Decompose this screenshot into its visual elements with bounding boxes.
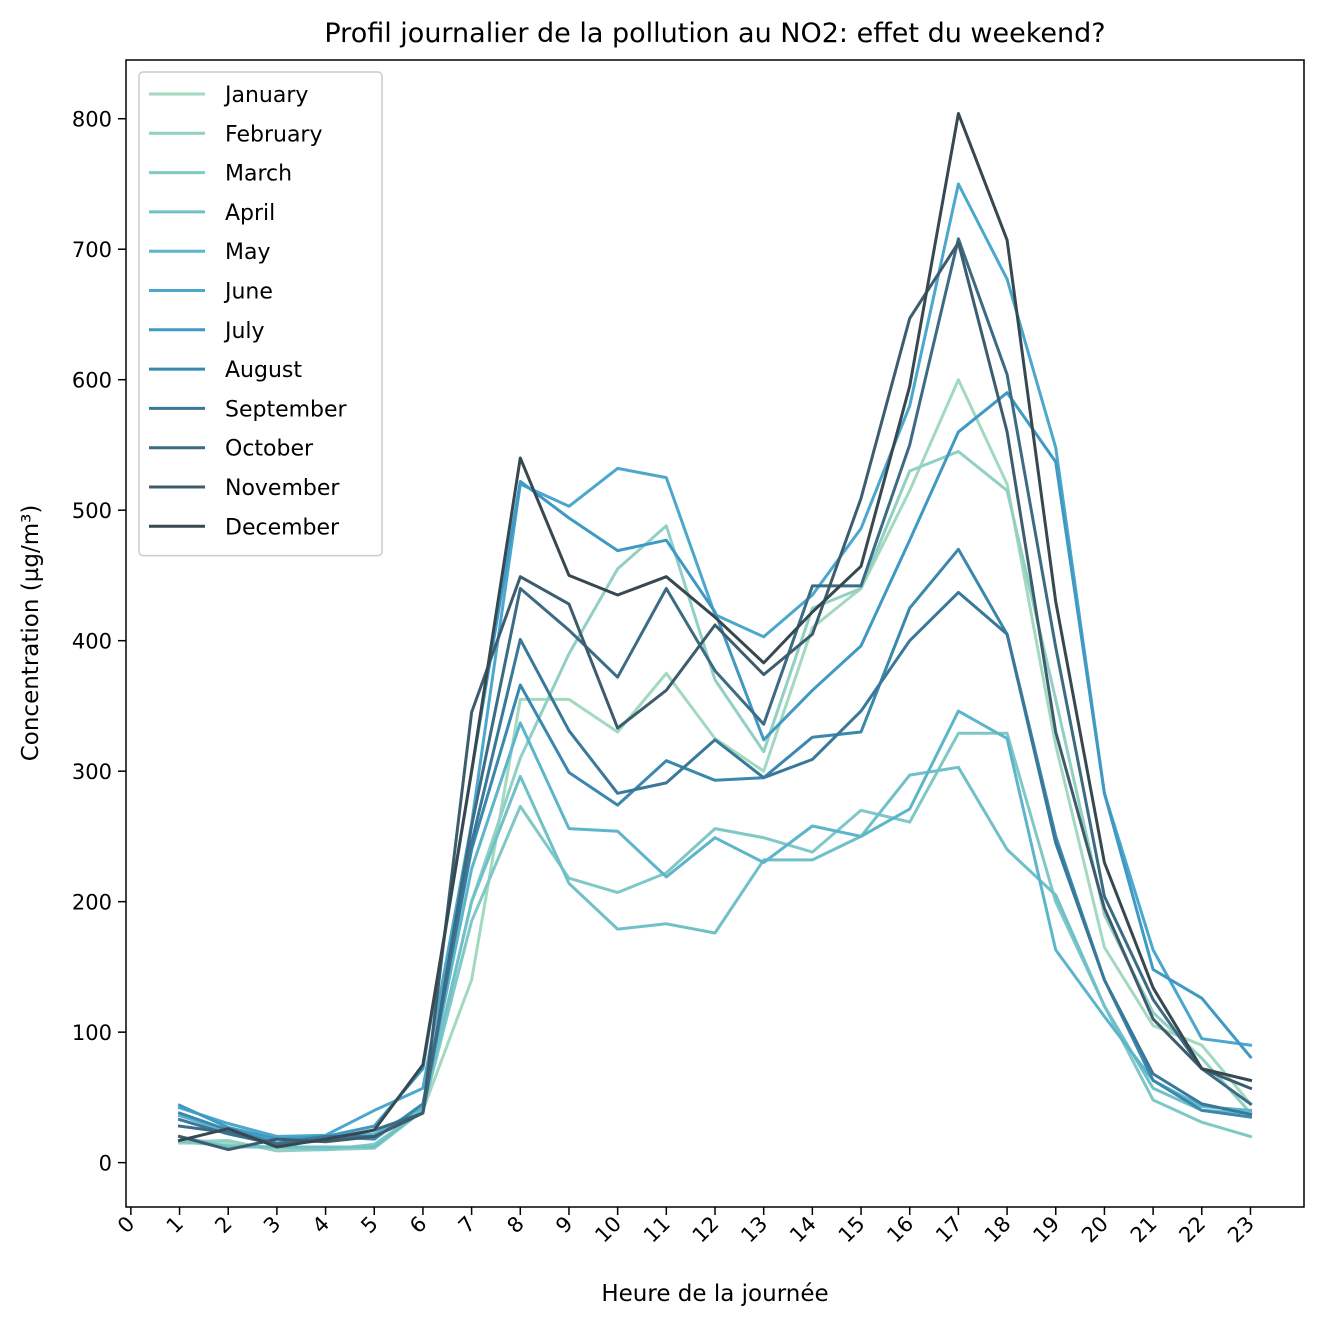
y-tick-label: 300: [72, 760, 112, 784]
y-tick-label: 600: [72, 369, 112, 393]
series-lines: [177, 112, 1253, 1153]
series-line-april: [177, 765, 1253, 1149]
x-axis-label: Heure de la journée: [601, 1281, 828, 1307]
legend-label-july: July: [223, 319, 265, 344]
legend-box: [138, 71, 383, 557]
series-line-september: [177, 590, 1253, 1146]
legend: January February March April May June July Augu…: [138, 71, 383, 557]
y-tick-label: 0: [99, 1152, 112, 1176]
series-line-july: [177, 391, 1253, 1141]
legend-label-february: February: [225, 122, 323, 147]
y-tick-label: 500: [72, 499, 112, 523]
chart-title: Profil journalier de la pollution au NO2…: [324, 18, 1105, 49]
legend-label-may: May: [225, 240, 270, 265]
series-line-february: [177, 450, 1253, 1153]
y-axis-label: Concentration (µg/m³): [18, 505, 44, 762]
legend-label-december: December: [225, 515, 340, 540]
legend-label-october: October: [225, 437, 314, 462]
y-tick-label: 700: [72, 238, 112, 262]
legend-label-june: June: [223, 280, 273, 305]
legend-label-april: April: [225, 201, 275, 226]
y-tick-label: 100: [72, 1021, 112, 1045]
plot-area-frame: [125, 59, 1305, 1208]
legend-label-march: March: [225, 162, 292, 187]
legend-label-january: January: [223, 83, 308, 108]
legend-label-september: September: [225, 397, 348, 422]
y-tick-label: 800: [72, 108, 112, 132]
series-line-december: [177, 112, 1253, 1149]
y-tick-label: 400: [72, 630, 112, 654]
series-line-november: [177, 241, 1253, 1152]
legend-label-august: August: [225, 358, 302, 383]
legend-label-november: November: [225, 476, 340, 501]
y-tick-label: 200: [72, 891, 112, 915]
